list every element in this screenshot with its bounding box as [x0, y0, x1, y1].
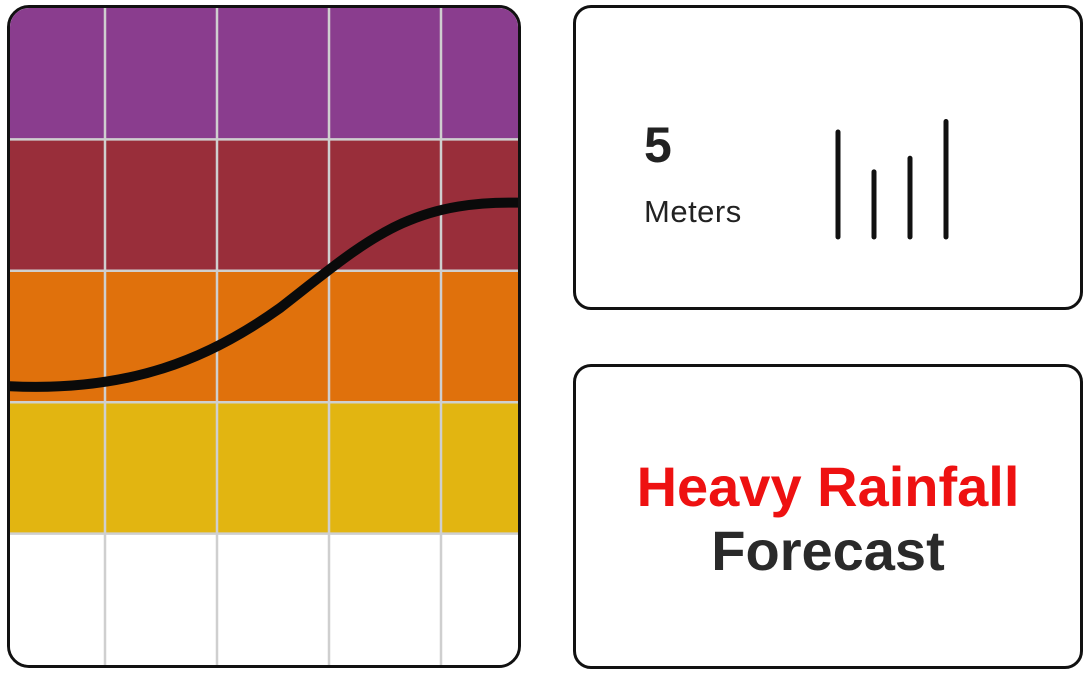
forecast-card: Heavy Rainfall Forecast — [573, 364, 1083, 669]
chart-band — [10, 402, 518, 535]
signal-bars-icon — [835, 119, 949, 240]
chart-curve — [10, 197, 518, 392]
water-level-card: 5 Meters — [573, 5, 1083, 310]
chart-band — [10, 8, 518, 140]
water-level-value: 5 — [644, 117, 672, 173]
forecast-text: Heavy Rainfall Forecast — [576, 455, 1080, 583]
water-level-chart-card — [7, 5, 521, 668]
water-level-chart-icon — [10, 8, 518, 665]
water-level-unit: Meters — [644, 194, 742, 229]
chart-band — [10, 139, 518, 272]
forecast-headline: Heavy Rainfall — [636, 455, 1020, 518]
forecast-subheadline: Forecast — [711, 518, 945, 582]
chart-band — [10, 533, 518, 665]
